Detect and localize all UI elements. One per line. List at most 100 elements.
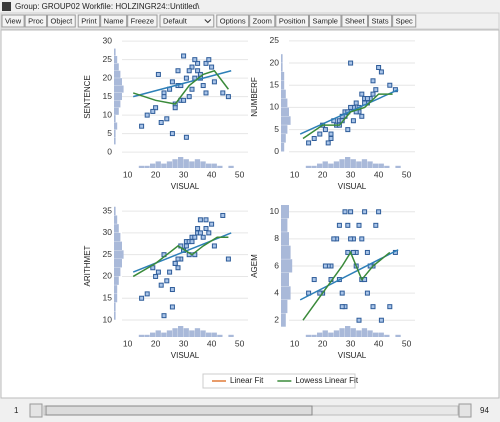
button-label[interactable]: Freeze xyxy=(131,16,154,25)
button-label[interactable]: Spec xyxy=(396,16,413,25)
button-label[interactable]: Stats xyxy=(372,16,389,25)
x-histogram-bar xyxy=(194,159,201,168)
button-label[interactable]: Options xyxy=(220,16,246,25)
button-face[interactable] xyxy=(368,14,393,28)
button-face[interactable] xyxy=(249,14,276,28)
x-histogram-bar xyxy=(155,161,161,168)
x-axis-label: VISUAL xyxy=(171,351,200,360)
y-histogram-bar xyxy=(281,259,293,273)
toolbar-button[interactable]: Options xyxy=(216,14,250,28)
scatter-point xyxy=(359,113,365,119)
x-tick-label: 40 xyxy=(207,169,217,179)
y-tick-label: 10 xyxy=(270,102,280,112)
scatter-point xyxy=(348,60,354,66)
toolbar-button[interactable]: Freeze xyxy=(127,14,158,28)
y-histogram-bar xyxy=(114,137,116,145)
y-axis-label: ARITHMET xyxy=(83,245,92,286)
button-face[interactable] xyxy=(100,14,128,28)
y-tick-label: 5 xyxy=(274,124,279,134)
linear-fit-line xyxy=(299,88,399,135)
toolbar-button[interactable]: Sheet xyxy=(341,14,369,28)
y-axis-label: AGEM xyxy=(250,254,259,278)
y-tick-label: 20 xyxy=(103,271,113,281)
toolbar-button[interactable]: Print xyxy=(77,14,101,28)
scatter-point xyxy=(356,222,362,228)
button-label[interactable]: View xyxy=(5,16,22,25)
button-face[interactable] xyxy=(47,14,76,28)
button-label[interactable]: Zoom xyxy=(253,16,272,25)
button-face[interactable] xyxy=(216,14,250,28)
button-face[interactable] xyxy=(392,14,417,28)
scroll-right[interactable] xyxy=(458,403,472,418)
x-tick-label: 40 xyxy=(374,338,384,348)
scatter-point xyxy=(203,217,209,223)
y-tick-label: 20 xyxy=(270,57,280,67)
y-histogram-bar xyxy=(281,98,288,108)
toolbar-button[interactable]: Proc xyxy=(24,14,48,28)
x-histogram-bar xyxy=(311,334,317,337)
button-label[interactable]: Default xyxy=(163,16,188,25)
dropdown-arrow[interactable] xyxy=(204,19,212,24)
y-histogram-bar xyxy=(281,134,286,143)
x-tick-label: 20 xyxy=(318,169,328,179)
y-histogram-bar xyxy=(114,311,116,320)
button-face[interactable] xyxy=(275,14,309,28)
x-histogram-bar xyxy=(345,326,351,337)
x-histogram-bar xyxy=(194,328,201,337)
scatter-point xyxy=(387,304,393,310)
x-histogram-bar xyxy=(166,330,173,337)
button-label[interactable]: Position xyxy=(279,16,306,25)
button-face[interactable] xyxy=(127,14,158,28)
toolbar-button[interactable]: Position xyxy=(275,14,309,28)
y-histogram-bar xyxy=(281,107,289,116)
button-label[interactable]: Proc xyxy=(28,16,44,25)
x-histogram-bar xyxy=(200,161,206,168)
scatter-point xyxy=(311,277,317,283)
x-axis-label: VISUAL xyxy=(338,351,367,360)
x-histogram-bar xyxy=(322,330,328,337)
y-histogram-bar xyxy=(114,302,116,312)
button-face[interactable] xyxy=(77,14,101,28)
x-histogram-bar xyxy=(339,328,345,337)
scatter-point xyxy=(225,256,231,262)
scatter-point xyxy=(155,71,161,77)
y-histogram-bar xyxy=(281,286,291,300)
toolbar-button[interactable]: Name xyxy=(100,14,128,28)
scatter-point xyxy=(158,120,164,126)
x-histogram-bar xyxy=(373,163,379,168)
x-histogram-bar xyxy=(350,159,356,168)
scroll-left[interactable] xyxy=(29,403,43,418)
scatter-point xyxy=(348,104,354,110)
toolbar-buttons: View Proc Object Print Name Freeze Default Opti… xyxy=(1,14,417,28)
scroll-thumb[interactable] xyxy=(45,405,313,416)
x-tick-label: 20 xyxy=(151,338,161,348)
button-label[interactable]: Sample xyxy=(313,16,338,25)
button-label[interactable]: Object xyxy=(51,16,74,25)
button-face[interactable] xyxy=(341,14,369,28)
button-label[interactable]: Print xyxy=(81,16,97,25)
toolbar-button[interactable]: Sample xyxy=(309,14,342,28)
x-tick-label: 10 xyxy=(123,169,133,179)
toolbar-button[interactable]: Object xyxy=(47,14,76,28)
button-face[interactable] xyxy=(24,14,48,28)
toolbar-button[interactable]: Stats xyxy=(368,14,393,28)
button-face[interactable] xyxy=(159,14,215,28)
toolbar-button[interactable]: Zoom xyxy=(249,14,276,28)
button-face[interactable] xyxy=(309,14,342,28)
button-label[interactable]: Name xyxy=(104,16,124,25)
scatter-point xyxy=(167,269,173,275)
x-histogram-bar xyxy=(144,334,150,337)
window-title: Group: GROUP02 Workfile: HOLZINGR24::Unt… xyxy=(15,2,200,11)
button-face[interactable] xyxy=(1,14,25,28)
x-tick-label: 30 xyxy=(346,338,356,348)
scatter-point xyxy=(195,60,201,66)
toolbar-button[interactable]: Spec xyxy=(392,14,417,28)
toolbar-button[interactable]: Default xyxy=(159,14,215,28)
lowess-line xyxy=(302,250,391,321)
toolbar-button[interactable]: View xyxy=(1,14,25,28)
button-label[interactable]: Sheet xyxy=(345,16,366,25)
y-histogram-bar xyxy=(281,116,291,125)
lowess-line xyxy=(132,236,229,278)
scatter-point xyxy=(328,131,334,137)
